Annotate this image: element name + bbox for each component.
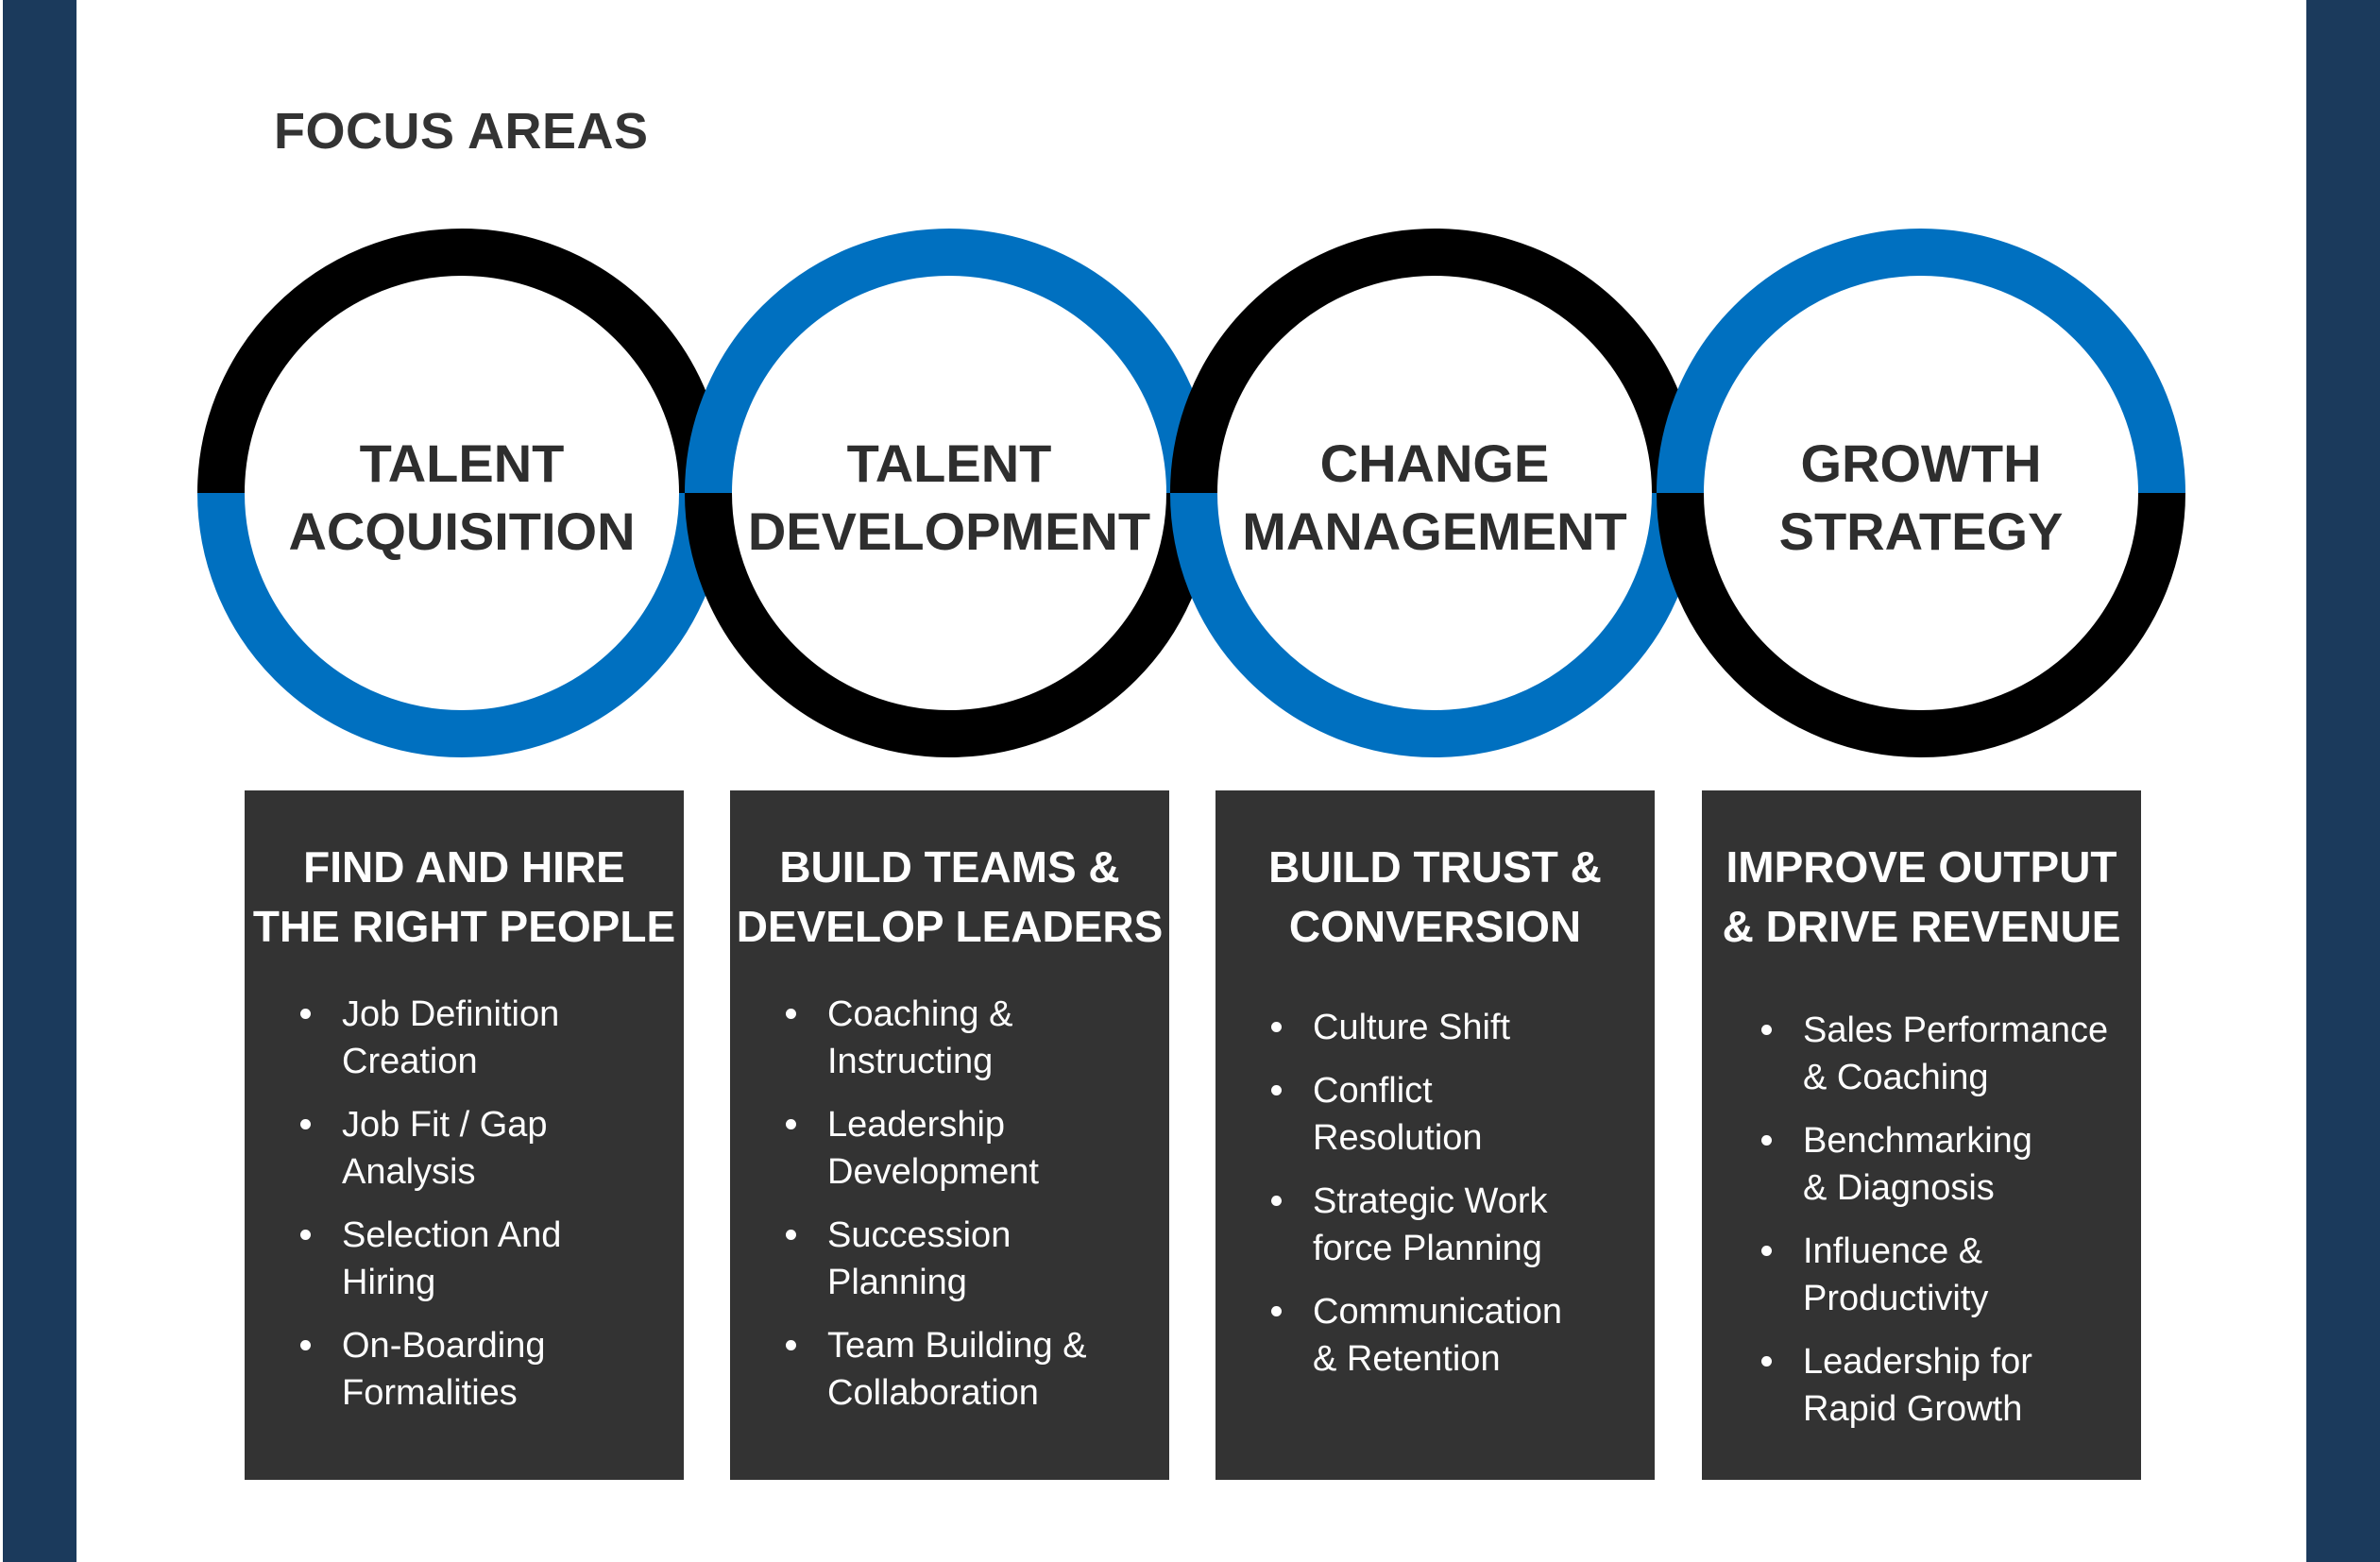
- list-item-line: force Planning: [1313, 1229, 1542, 1268]
- list-item-line: Analysis: [342, 1152, 476, 1192]
- list-item: Team Building & Collaboration: [785, 1322, 1160, 1417]
- ring-1-top-arc: [197, 229, 726, 494]
- circle-label-line: STRATEGY: [1778, 501, 2064, 561]
- list-item-line: Hiring: [342, 1263, 436, 1302]
- list-item-line: Productivity: [1803, 1279, 1989, 1318]
- list-item-line: Creation: [342, 1042, 478, 1081]
- card-title-line: FIND AND HIRE: [303, 842, 625, 891]
- focus-card-talent-acquisition: FIND AND HIRE THE RIGHT PEOPLE Job Defin…: [245, 790, 684, 1480]
- circle-label-line: GROWTH: [1800, 433, 2042, 493]
- list-item-line: & Coaching: [1803, 1058, 1989, 1097]
- list-item-line: Leadership: [827, 1105, 1006, 1145]
- list-item: Influence & Productivity: [1760, 1228, 2132, 1322]
- list-item-line: Succession: [827, 1215, 1012, 1255]
- list-item: Job Fit / Gap Analysis: [299, 1101, 674, 1196]
- list-item-line: Development: [827, 1152, 1039, 1192]
- ring-2-bottom-arc: [685, 492, 1214, 757]
- list-item-line: On-Boarding: [342, 1326, 546, 1366]
- card-title: BUILD TEAMS & DEVELOP LEADERS: [730, 838, 1169, 957]
- card-title: BUILD TRUST & CONVERSION: [1216, 838, 1655, 957]
- ring-3-top-arc: [1170, 229, 1699, 494]
- focus-card-growth-strategy: IMPROVE OUTPUT & DRIVE REVENUE Sales Per…: [1702, 790, 2141, 1480]
- list-item-line: Formalities: [342, 1373, 518, 1413]
- card-title-line: CONVERSION: [1288, 902, 1582, 951]
- card-title-line: BUILD TRUST &: [1268, 842, 1602, 891]
- card-title: FIND AND HIRE THE RIGHT PEOPLE: [245, 838, 684, 957]
- ring-3-bottom-arc: [1170, 492, 1699, 757]
- list-item-line: Communication: [1313, 1292, 1562, 1332]
- list-item-line: Strategic Work: [1313, 1181, 1548, 1221]
- ring-4-bottom-arc: [1657, 492, 2185, 757]
- list-item-line: Selection And: [342, 1215, 562, 1255]
- card-bullet-list: Coaching & Instructing Leadership Developm…: [785, 991, 1160, 1417]
- card-title-line: BUILD TEAMS &: [779, 842, 1120, 891]
- focus-card-change-management: BUILD TRUST & CONVERSION Culture Shift C…: [1216, 790, 1655, 1480]
- circle-label-growth-strategy: GROWTH STRATEGY: [1704, 430, 2138, 566]
- list-item-line: Job Fit / Gap: [342, 1105, 548, 1145]
- list-item-line: Collaboration: [827, 1373, 1039, 1413]
- list-item-line: Rapid Growth: [1803, 1389, 2023, 1429]
- list-item-line: Planning: [827, 1263, 967, 1302]
- list-item-line: Conflict: [1313, 1071, 1433, 1111]
- list-item-line: Instructing: [827, 1042, 994, 1081]
- list-item: Conflict Resolution: [1270, 1067, 1645, 1162]
- list-item-line: Team Building &: [827, 1326, 1087, 1366]
- circle-label-line: TALENT: [846, 433, 1052, 493]
- card-bullet-list: Culture Shift Conflict Resolution Strateg…: [1270, 1004, 1645, 1383]
- card-title: IMPROVE OUTPUT & DRIVE REVENUE: [1702, 838, 2141, 957]
- list-item-line: Leadership for: [1803, 1342, 2032, 1382]
- circle-label-talent-acquisition: TALENT ACQUISITION: [245, 430, 679, 566]
- right-side-bar: [2306, 0, 2380, 1562]
- focus-card-talent-development: BUILD TEAMS & DEVELOP LEADERS Coaching &…: [730, 790, 1169, 1480]
- ring-4-top-arc: [1657, 229, 2185, 494]
- list-item: Leadership for Rapid Growth: [1760, 1338, 2132, 1433]
- list-item: Selection And Hiring: [299, 1212, 674, 1306]
- circle-label-line: TALENT: [359, 433, 565, 493]
- list-item-line: Benchmarking: [1803, 1121, 2032, 1161]
- card-title-line: & DRIVE REVENUE: [1722, 902, 2121, 951]
- circle-label-line: ACQUISITION: [288, 501, 636, 561]
- card-bullet-list: Sales Performance & Coaching Benchmarking…: [1760, 1007, 2132, 1433]
- list-item: Coaching & Instructing: [785, 991, 1160, 1085]
- list-item-line: Job Definition: [342, 994, 560, 1034]
- list-item: On-Boarding Formalities: [299, 1322, 674, 1417]
- list-item: Strategic Work force Planning: [1270, 1178, 1645, 1272]
- list-item: Culture Shift: [1270, 1004, 1645, 1051]
- list-item-line: Culture Shift: [1313, 1008, 1511, 1047]
- list-item: Leadership Development: [785, 1101, 1160, 1196]
- ring-2-top-arc: [685, 229, 1214, 494]
- list-item: Job Definition Creation: [299, 991, 674, 1085]
- list-item-line: Sales Performance: [1803, 1010, 2109, 1050]
- page-title: FOCUS AREAS: [274, 103, 649, 160]
- circle-label-talent-development: TALENT DEVELOPMENT: [732, 430, 1166, 566]
- card-title-line: DEVELOP LEADERS: [736, 902, 1164, 951]
- list-item: Communication & Retention: [1270, 1288, 1645, 1383]
- list-item-line: & Retention: [1313, 1339, 1501, 1379]
- left-side-bar: [3, 0, 76, 1562]
- card-title-line: IMPROVE OUTPUT: [1726, 842, 2117, 891]
- list-item: Benchmarking & Diagnosis: [1760, 1117, 2132, 1212]
- circle-label-change-management: CHANGE MANAGEMENT: [1217, 430, 1652, 566]
- list-item-line: Resolution: [1313, 1118, 1483, 1158]
- card-bullet-list: Job Definition Creation Job Fit / Gap Anal…: [299, 991, 674, 1417]
- circle-label-line: DEVELOPMENT: [747, 501, 1151, 561]
- list-item-line: & Diagnosis: [1803, 1168, 1995, 1208]
- list-item-line: Influence &: [1803, 1231, 1983, 1271]
- list-item: Succession Planning: [785, 1212, 1160, 1306]
- list-item: Sales Performance & Coaching: [1760, 1007, 2132, 1101]
- card-title-line: THE RIGHT PEOPLE: [252, 902, 676, 951]
- ring-1-bottom-arc: [197, 492, 726, 757]
- circle-label-line: MANAGEMENT: [1242, 501, 1627, 561]
- list-item-line: Coaching &: [827, 994, 1013, 1034]
- circle-label-line: CHANGE: [1319, 433, 1550, 493]
